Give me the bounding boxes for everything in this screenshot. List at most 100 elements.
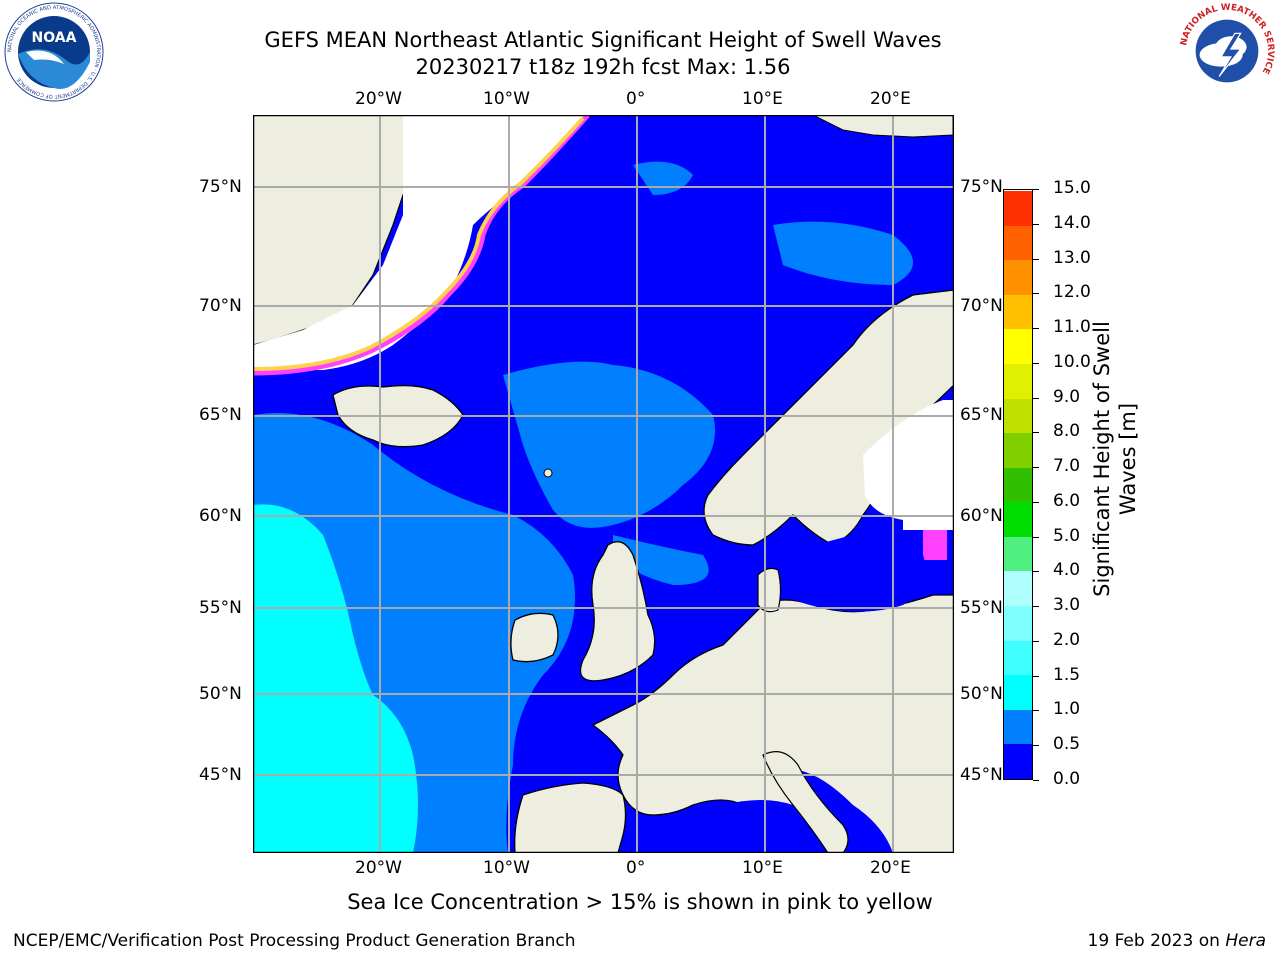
colorbar-tick-mark — [1033, 189, 1039, 190]
colorbar-tick-label: 7.0 — [1053, 456, 1081, 477]
colorbar-segment — [1004, 433, 1032, 468]
colorbar-tick-mark — [1033, 571, 1039, 573]
noaa-logo: NOAA NATIONAL OCEANIC AND ATMOSPHERIC AD… — [4, 2, 104, 102]
colorbar-tick-mark — [1033, 223, 1039, 225]
colorbar-label-line2: Waves [m] — [1116, 402, 1140, 516]
lat-label-left-75n: 75°N — [199, 177, 242, 197]
lat-label-right-65n: 65°N — [960, 405, 1003, 425]
colorbar-segment — [1004, 191, 1032, 226]
iberia-land — [514, 782, 627, 854]
colorbar-tick-mark — [1033, 432, 1039, 434]
footer-date-text: 19 Feb 2023 on — [1087, 931, 1226, 951]
colorbar-segment — [1004, 744, 1032, 779]
lon-label-top-10w: 10°W — [483, 89, 530, 109]
map-frame — [252, 114, 955, 854]
lat-label-right-45n: 45°N — [960, 765, 1003, 785]
colorbar-tick-mark — [1033, 640, 1039, 642]
chart-title-line1: GEFS MEAN Northeast Atlantic Significant… — [264, 28, 942, 52]
lat-label-left-70n: 70°N — [199, 296, 242, 316]
map-panel — [252, 113, 955, 854]
colorbar-segment — [1004, 709, 1032, 745]
lat-label-right-50n: 50°N — [960, 684, 1003, 704]
lat-label-right-70n: 70°N — [960, 296, 1003, 316]
chart-title-line2: 20230217 t18z 192h fcst Max: 1.56 — [415, 55, 791, 79]
lat-label-right-75n: 75°N — [960, 177, 1003, 197]
colorbar-tick-label: 6.0 — [1053, 490, 1081, 511]
map-svg — [252, 113, 955, 854]
ocean-mid-swell-area-north — [503, 361, 715, 528]
colorbar-tick-label: 10.0 — [1053, 351, 1091, 372]
colorbar-tick-mark — [1033, 745, 1039, 747]
lat-label-right-60n: 60°N — [960, 506, 1003, 526]
colorbar-tick-label: 12.0 — [1053, 282, 1091, 303]
lon-label-top-20w: 20°W — [355, 89, 402, 109]
colorbar-segment — [1004, 225, 1032, 261]
colorbar-segment — [1004, 640, 1032, 676]
colorbar-tick-label: 0.5 — [1053, 734, 1081, 755]
colorbar-segment — [1004, 675, 1032, 710]
colorbar-segment — [1004, 329, 1032, 364]
footer-producer: NCEP/EMC/Verification Post Processing Pr… — [13, 931, 576, 951]
italy-land — [762, 751, 849, 854]
lat-label-left-50n: 50°N — [199, 684, 242, 704]
lon-label-bottom-20w: 20°W — [355, 858, 402, 878]
colorbar-tick-label: 9.0 — [1053, 386, 1081, 407]
colorbar-tick-mark — [1033, 710, 1039, 712]
colorbar-tick-label: 15.0 — [1053, 178, 1091, 198]
lat-label-left-65n: 65°N — [199, 405, 242, 425]
colorbar-tick-label: 13.0 — [1053, 247, 1091, 268]
colorbar-tick-label: 1.0 — [1053, 699, 1081, 720]
colorbar-segment — [1004, 536, 1032, 572]
colorbar-segment — [1004, 398, 1032, 434]
svg-text:NOAA: NOAA — [32, 30, 77, 46]
lat-label-right-55n: 55°N — [960, 598, 1003, 618]
colorbar-tick-mark — [1033, 328, 1039, 330]
footer-machine: Hera — [1225, 931, 1266, 951]
colorbar-tick-label: 5.0 — [1053, 525, 1081, 546]
sea-ice-edge — [252, 113, 590, 376]
lon-label-bottom-10w: 10°W — [483, 858, 530, 878]
colorbar-tick-label: 8.0 — [1053, 421, 1081, 442]
lon-label-top-0: 0° — [626, 89, 646, 109]
ocean-high-swell-area — [253, 504, 418, 853]
footer-date: 19 Feb 2023 on Hera — [1088, 931, 1266, 951]
lon-label-bottom-0: 0° — [626, 858, 646, 878]
colorbar-tick-mark — [1033, 780, 1039, 781]
denmark-land — [757, 567, 782, 613]
colorbar-tick-label: 2.0 — [1053, 629, 1081, 650]
ice-free-white-area — [253, 115, 588, 370]
nws-logo: NATIONAL WEATHER SERVICE — [1178, 2, 1276, 100]
colorbar-tick-label: 3.0 — [1053, 595, 1081, 616]
colorbar-segment — [1004, 467, 1032, 503]
gulf-of-bothnia-white-area — [863, 400, 954, 520]
colorbar-tick-mark — [1033, 293, 1039, 295]
colorbar-label-line1: Significant Height of Swell — [1090, 321, 1114, 597]
colorbar — [1003, 189, 1033, 780]
graticule — [253, 115, 954, 853]
colorbar-tick-mark — [1033, 606, 1039, 608]
lon-label-bottom-10e: 10°E — [742, 858, 783, 878]
colorbar-tick-mark — [1033, 467, 1039, 469]
colorbar-tick-mark — [1033, 258, 1039, 260]
colorbar-segment — [1004, 294, 1032, 330]
lat-label-left-60n: 60°N — [199, 506, 242, 526]
colorbar-segment — [1004, 502, 1032, 537]
lon-label-top-20e: 20°E — [870, 89, 911, 109]
colorbar-segment — [1004, 260, 1032, 295]
lon-label-bottom-20e: 20°E — [870, 858, 911, 878]
colorbar-label: Significant Height of Swell Waves [m] — [1089, 269, 1141, 649]
lat-label-left-45n: 45°N — [199, 765, 242, 785]
colorbar-tick-label: 4.0 — [1053, 560, 1081, 581]
sea-ice-caption: Sea Ice Concentration > 15% is shown in … — [347, 890, 933, 914]
colorbar-segment — [1004, 571, 1032, 607]
lat-label-left-55n: 55°N — [199, 598, 242, 618]
colorbar-tick-mark — [1033, 675, 1039, 677]
colorbar-tick-mark — [1033, 397, 1039, 399]
colorbar-segment — [1004, 606, 1032, 641]
ireland-land — [510, 612, 559, 663]
colorbar-tick-label: 1.5 — [1053, 664, 1081, 685]
colorbar-tick-label: 14.0 — [1053, 212, 1091, 233]
colorbar-tick-label: 11.0 — [1053, 317, 1091, 338]
colorbar-segment — [1004, 363, 1032, 399]
colorbar-tick-label: 0.0 — [1053, 769, 1081, 789]
